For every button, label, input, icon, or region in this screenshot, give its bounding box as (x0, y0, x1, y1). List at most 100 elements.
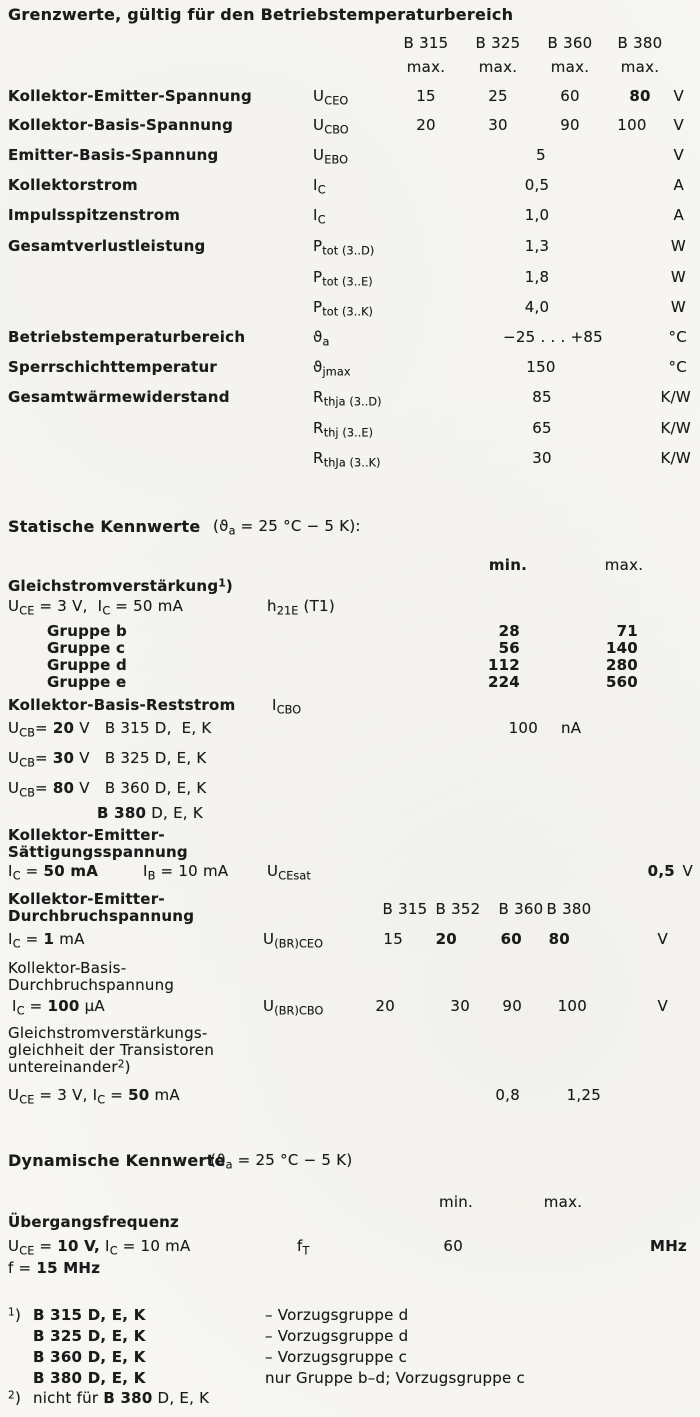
symbol: h21E (T1) (267, 597, 335, 618)
value: 60 (500, 930, 522, 948)
symbol: ϑa (313, 328, 330, 349)
unit: V (682, 862, 693, 880)
value: 20 (375, 997, 395, 1015)
symbol: U(BR)CBO (263, 997, 324, 1018)
symbol: UCEO (313, 87, 349, 108)
value: 80 (629, 87, 651, 105)
value: 112 (487, 656, 520, 674)
condition: IB = 10 mA (143, 862, 229, 883)
footnote-type: B 380 D, E, K (33, 1369, 146, 1387)
symbol: RthJa (3..K) (313, 449, 381, 470)
symbol: UEBO (313, 146, 349, 167)
symbol: Ptot (3..D) (313, 237, 375, 258)
col-subheader: max. (543, 1193, 583, 1211)
unit: °C (668, 328, 687, 346)
footnote-marker: 1) (8, 1306, 22, 1324)
symbol: Ptot (3..E) (313, 268, 373, 289)
symbol: IC (313, 206, 326, 227)
row-label: Kollektorstrom (8, 176, 138, 194)
footnote-type: B 325 D, E, K (33, 1327, 146, 1345)
value: 60 (443, 1237, 463, 1255)
value: 224 (487, 673, 520, 691)
value: 1,8 (524, 268, 550, 286)
value: 65 (532, 419, 552, 437)
footnote-type: B 315 D, E, K (33, 1306, 146, 1324)
row-label: Gleichstromverstärkungs- (8, 1024, 208, 1042)
col-subheader: min. (488, 556, 528, 574)
unit: V (673, 146, 684, 164)
row-label: Kollektor-Basis-Spannung (8, 116, 234, 134)
symbol: Rthja (3..D) (313, 388, 382, 409)
section-title-text: Statische Kennwerte (8, 517, 201, 536)
condition: UCE = 3 V, IC = 50 mA (8, 1086, 180, 1107)
row-label: Durchbruchspannung (8, 976, 175, 994)
row-label: Durchbruchspannung (8, 907, 195, 925)
col-header: B 352 (435, 900, 481, 918)
row-label: Betriebstemperaturbereich (8, 328, 246, 346)
value: 140 (605, 639, 638, 657)
row-label: gleichheit der Transistoren (8, 1041, 215, 1059)
value: 71 (616, 622, 638, 640)
value: 100 (617, 116, 647, 134)
symbol: ICBO (272, 696, 302, 717)
row-label: Kollektor-Basis- (8, 959, 127, 977)
value: 20 (416, 116, 436, 134)
condition: IC = 100 µA (12, 997, 105, 1018)
row-label: Kollektor-Emitter-Spannung (8, 87, 252, 105)
row-label: Kollektor-Emitter- (8, 890, 165, 908)
symbol: ϑjmax (313, 358, 351, 379)
footnote-note: – Vorzugsgruppe d (265, 1306, 409, 1324)
section-title-text: Dynamische Kennwerte (8, 1151, 226, 1170)
value: 4,0 (524, 298, 550, 316)
col-subheader: max. (478, 58, 518, 76)
value: 5 (536, 146, 546, 164)
unit: V (673, 116, 684, 134)
col-header: B 380 (546, 900, 592, 918)
row-label: Emitter-Basis-Spannung (8, 146, 219, 164)
row-label: Impulsspitzenstrom (8, 206, 181, 224)
col-header: B 360 (547, 34, 593, 52)
condition: UCB= 80 V B 360 D, E, K (8, 779, 207, 800)
condition: UCB= 30 V B 325 D, E, K (8, 749, 207, 770)
col-subheader: max. (620, 58, 660, 76)
symbol: fT (297, 1237, 310, 1258)
row-label: Kollektor-Basis-Reststrom (8, 696, 236, 714)
col-header: B 315 (382, 900, 428, 918)
value: 28 (498, 622, 520, 640)
section-condition: (ϑa = 25 °C − 5 K) (210, 1151, 353, 1172)
col-header: B 380 (617, 34, 663, 52)
condition: IC = 50 mA (8, 862, 99, 883)
row-label: Übergangsfrequenz (8, 1213, 180, 1231)
row-label: Gruppe d (47, 656, 127, 674)
footnote-note: nicht für B 380 D, E, K (33, 1389, 210, 1407)
footnote-note: nur Gruppe b–d; Vorzugsgruppe c (265, 1369, 526, 1387)
condition: UCE = 10 V, IC = 10 mA (8, 1237, 191, 1258)
unit: K/W (660, 419, 691, 437)
symbol: U(BR)CEO (263, 930, 324, 951)
value: 30 (450, 997, 470, 1015)
value: 15 (416, 87, 436, 105)
value: 15 (383, 930, 403, 948)
unit: MHz (650, 1237, 687, 1255)
col-header: B 360 (498, 900, 544, 918)
value: 30 (532, 449, 552, 467)
value: 80 (548, 930, 570, 948)
row-label: Sättigungsspannung (8, 843, 188, 861)
footnote-type: B 360 D, E, K (33, 1348, 146, 1366)
row-label: Gruppe b (47, 622, 127, 640)
value: 280 (605, 656, 638, 674)
value: 56 (498, 639, 520, 657)
value: 1,3 (524, 237, 550, 255)
unit: K/W (660, 388, 691, 406)
col-subheader: max. (550, 58, 590, 76)
row-label: Kollektor-Emitter- (8, 826, 165, 844)
symbol: Ptot (3..K) (313, 298, 374, 319)
value: 90 (560, 116, 580, 134)
symbol: IC (313, 176, 326, 197)
unit: °C (668, 358, 687, 376)
symbol: UCEsat (267, 862, 311, 883)
